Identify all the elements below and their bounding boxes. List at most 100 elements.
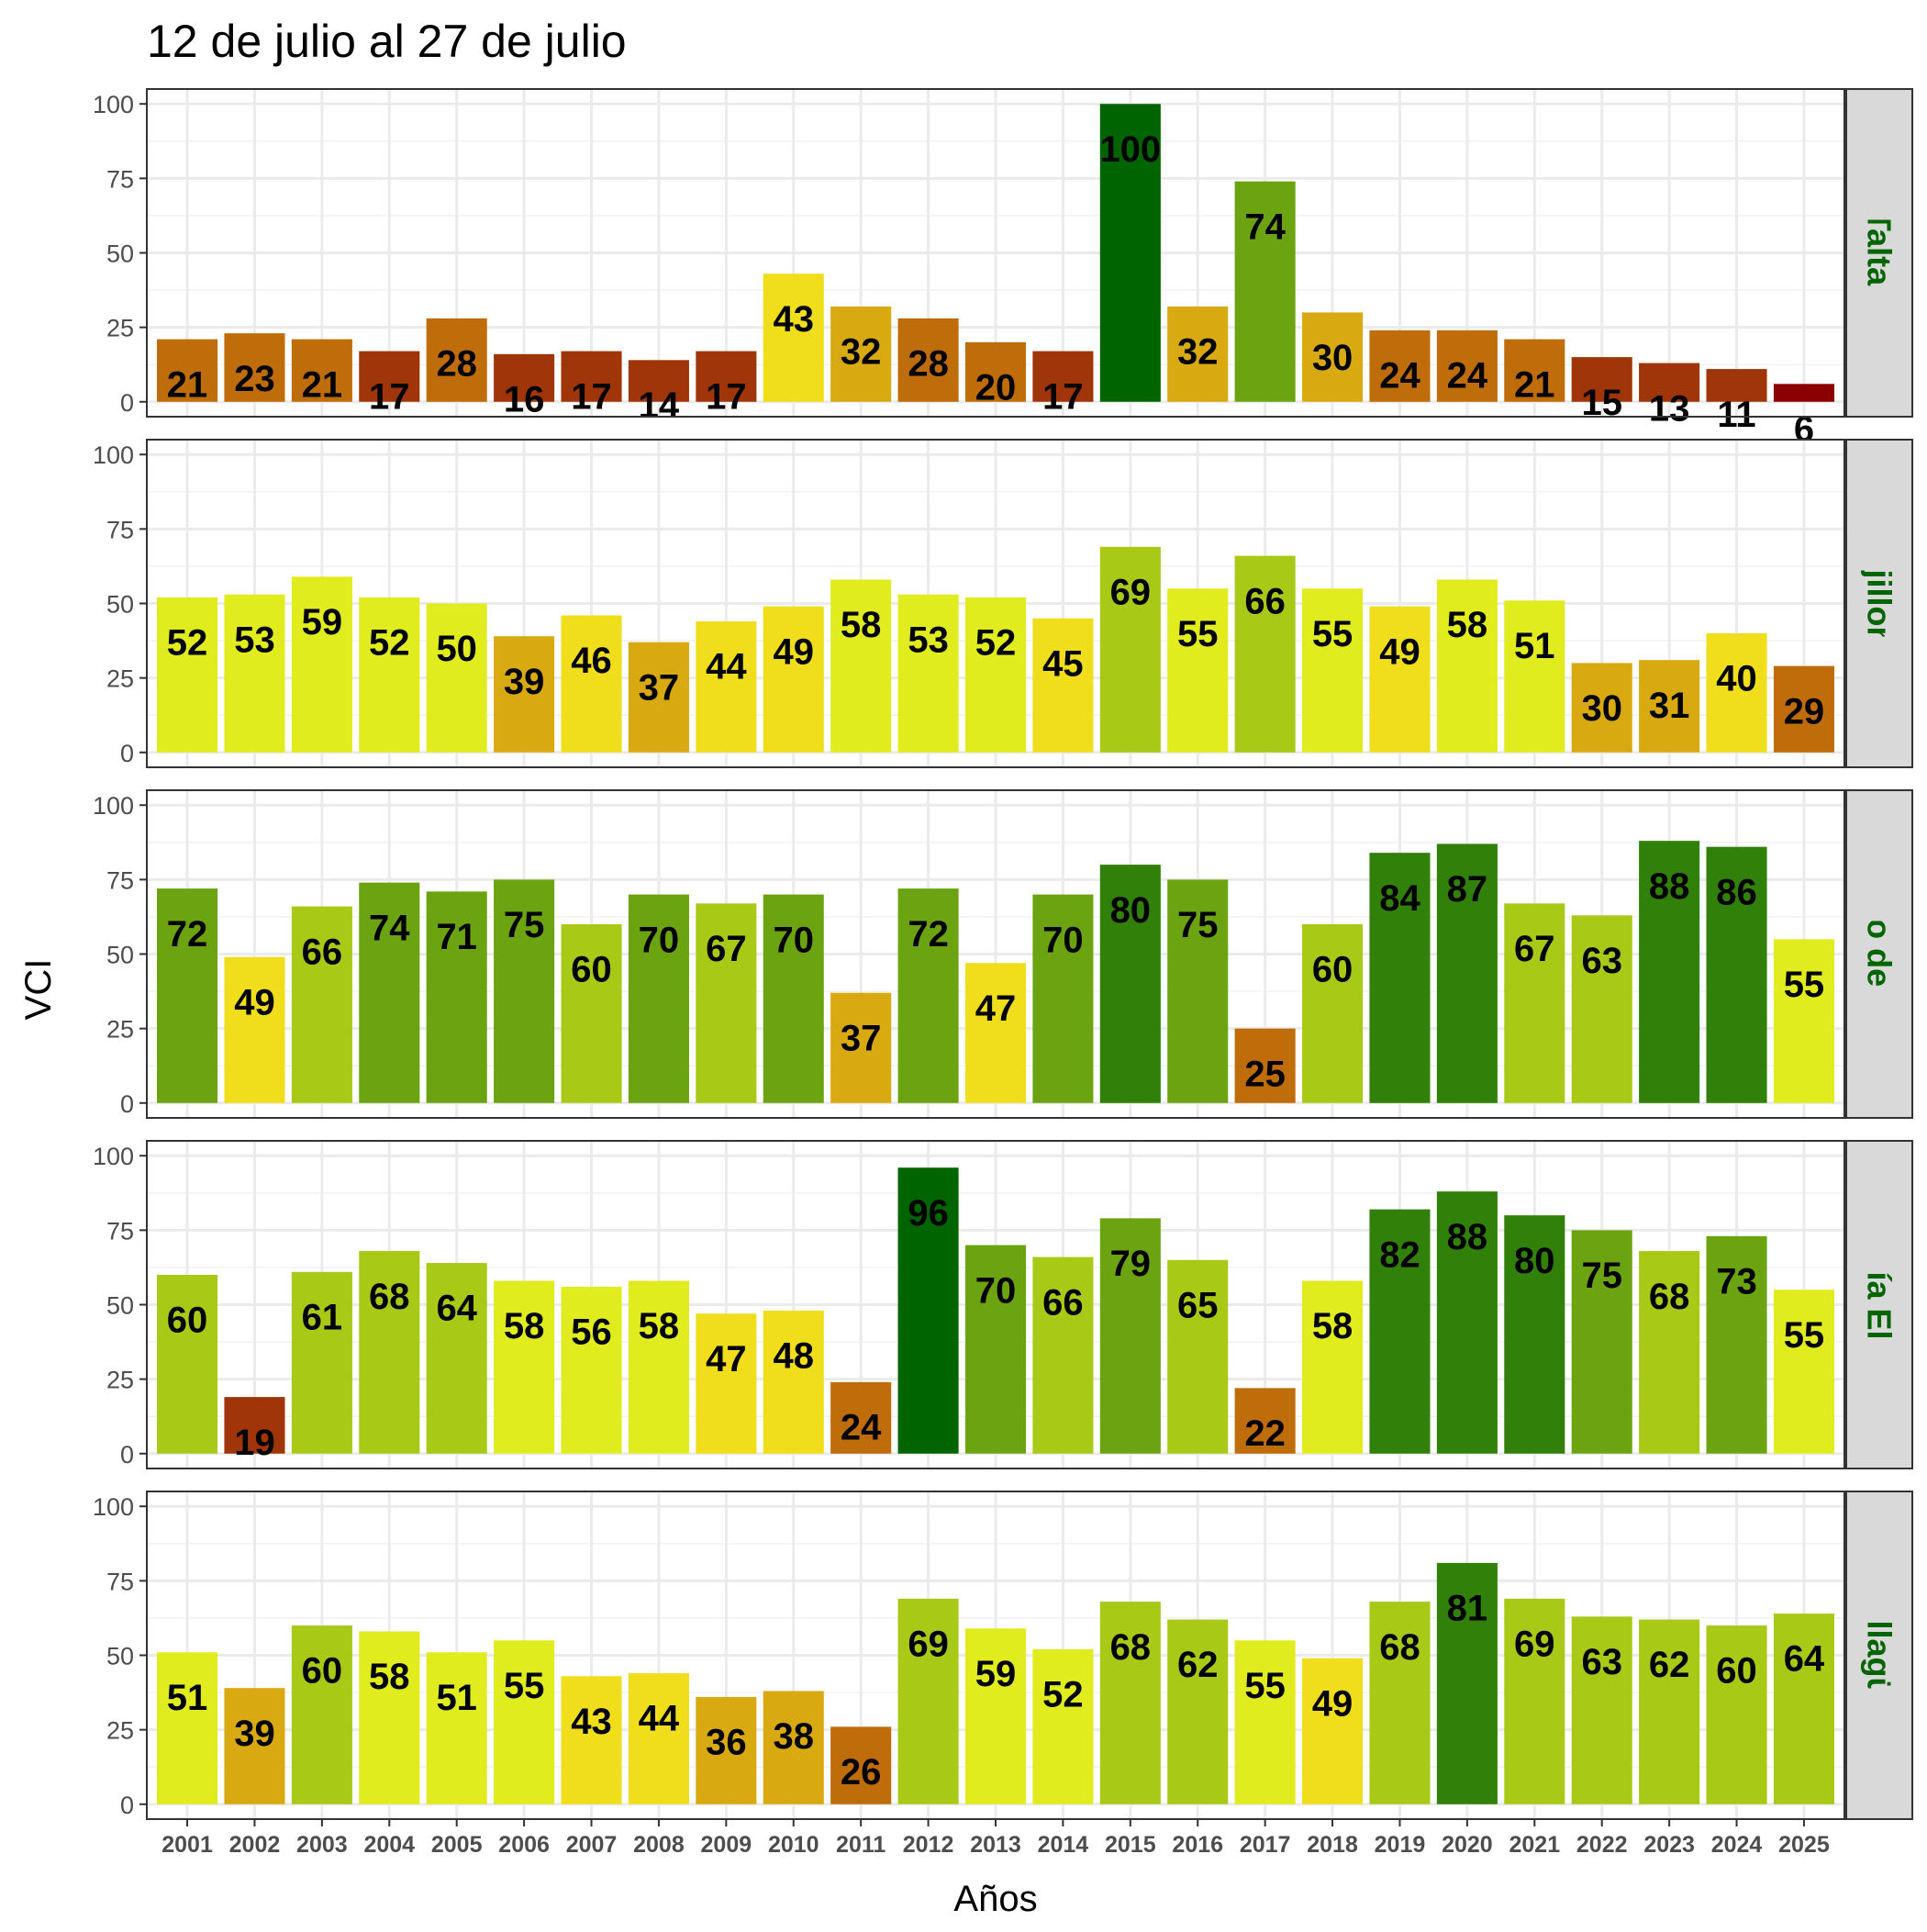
x-tick-label: 2024	[1711, 1832, 1763, 1858]
bar-label: 21	[302, 364, 343, 405]
y-tick-label: 100	[93, 1143, 134, 1170]
x-tick-label: 2023	[1643, 1832, 1695, 1858]
bar-label: 60	[1312, 950, 1353, 990]
bar-label: 39	[234, 1714, 275, 1754]
bar-label: 32	[1177, 332, 1219, 373]
bar-label: 55	[504, 1666, 545, 1706]
bar-0-2023	[1639, 363, 1700, 402]
facet-strip-label: Taltal	[1861, 211, 1899, 295]
bar-4-2009	[696, 1696, 757, 1804]
bar-4-2004	[359, 1631, 420, 1804]
bar-2-2016	[1167, 879, 1229, 1103]
bar-label: 43	[571, 1702, 612, 1742]
y-tick-label: 100	[93, 1493, 134, 1521]
bar-3-2021	[1504, 1215, 1565, 1454]
bar-2-2023	[1639, 841, 1700, 1103]
bar-label: 60	[302, 1651, 343, 1692]
bar-1-2009	[696, 620, 757, 753]
bar-3-2023	[1639, 1251, 1700, 1454]
bar-label: 59	[975, 1654, 1017, 1694]
bar-0-2013	[964, 341, 1027, 402]
bar-4-2023	[1639, 1619, 1700, 1804]
bar-3-2014	[1032, 1256, 1094, 1454]
bar-label: 74	[369, 908, 410, 948]
bar-1-2006	[494, 636, 555, 753]
bar-4-2016	[1167, 1619, 1229, 1804]
bar-2-2004	[359, 882, 420, 1103]
bar-label: 66	[1042, 1282, 1084, 1323]
y-tick-label: 50	[106, 240, 134, 268]
bar-1-2013	[964, 597, 1027, 753]
bar-1-2022	[1571, 663, 1632, 753]
bar-label: 67	[1514, 929, 1555, 969]
y-tick-label: 25	[106, 1016, 134, 1044]
bar-1-2003	[291, 576, 352, 753]
x-tick-label: 2021	[1509, 1832, 1560, 1858]
bar-1-2019	[1369, 606, 1431, 753]
bar-label: 60	[571, 950, 612, 990]
y-tick-label: 25	[106, 1717, 134, 1745]
x-tick-label: 2013	[970, 1832, 1021, 1858]
y-tick-label: 25	[106, 315, 134, 342]
bar-3-2005	[426, 1263, 487, 1454]
facet-panel-2: 72 49 66 74 71 75 60 70 67 70 37 72 47 70 80 75 25 60 84 87…	[93, 789, 1913, 1119]
bar-0-2005	[426, 318, 487, 402]
bar-label: 71	[436, 917, 477, 957]
bar-label: 72	[908, 914, 949, 955]
bar-3-2015	[1099, 1218, 1161, 1454]
x-tick-label: 2004	[363, 1832, 415, 1858]
bar-3-2006	[494, 1280, 555, 1454]
bar-2-2005	[426, 891, 487, 1103]
bar-4-2019	[1369, 1602, 1431, 1804]
bar-4-2017	[1234, 1640, 1296, 1804]
facet-strip	[1845, 439, 1913, 768]
bar-0-2020	[1436, 329, 1498, 402]
bar-label: 52	[167, 623, 208, 664]
bar-4-2011	[830, 1726, 892, 1804]
x-tick-label: 2022	[1576, 1832, 1628, 1858]
bar-label: 58	[504, 1306, 545, 1346]
bar-3-2018	[1302, 1280, 1364, 1454]
bar-label: 64	[436, 1289, 477, 1329]
facet-strip-label: María Elena	[1861, 1212, 1899, 1397]
bar-label: 100	[1099, 129, 1161, 170]
facet-strip	[1845, 88, 1913, 418]
bar-label: 53	[234, 620, 275, 660]
bar-3-2004	[359, 1251, 420, 1454]
chart-title: 12 de julio al 27 de julio	[147, 16, 627, 67]
bar-label: 14	[639, 385, 680, 426]
bar-2-2011	[830, 992, 892, 1103]
bar-label: 50	[436, 629, 477, 669]
bar-label: 17	[706, 376, 747, 417]
bar-label: 69	[1110, 573, 1152, 613]
bar-label: 66	[1244, 581, 1286, 621]
bar-4-2022	[1571, 1616, 1632, 1804]
bar-3-2016	[1167, 1259, 1229, 1454]
bar-label: 75	[1581, 1256, 1622, 1296]
bar-2-2006	[494, 879, 555, 1103]
bar-2-2002	[224, 956, 285, 1103]
bar-label: 47	[975, 988, 1017, 1029]
x-tick-label: 2003	[296, 1832, 348, 1858]
bar-4-2012	[897, 1598, 959, 1804]
bar-label: 70	[975, 1270, 1017, 1311]
y-tick-label: 75	[106, 1568, 134, 1595]
x-tick-label: 2005	[431, 1832, 483, 1858]
bar-2-2015	[1099, 865, 1161, 1103]
bar-2-2009	[696, 903, 757, 1103]
x-tick-label: 2006	[498, 1832, 550, 1858]
bar-label: 88	[1447, 1217, 1488, 1257]
y-tick-label: 50	[106, 942, 134, 969]
bar-label: 49	[774, 631, 815, 672]
bar-3-2012	[897, 1167, 959, 1454]
bar-label: 68	[1110, 1627, 1152, 1668]
y-tick-label: 100	[93, 91, 134, 118]
bar-label: 40	[1716, 659, 1757, 699]
bar-0-2003	[291, 339, 352, 402]
bar-label: 70	[639, 920, 680, 960]
bar-3-2002	[224, 1397, 285, 1454]
bar-2-2014	[1032, 894, 1094, 1103]
bar-label: 39	[504, 662, 545, 702]
bar-0-2021	[1504, 339, 1565, 402]
bar-1-2018	[1302, 588, 1364, 753]
